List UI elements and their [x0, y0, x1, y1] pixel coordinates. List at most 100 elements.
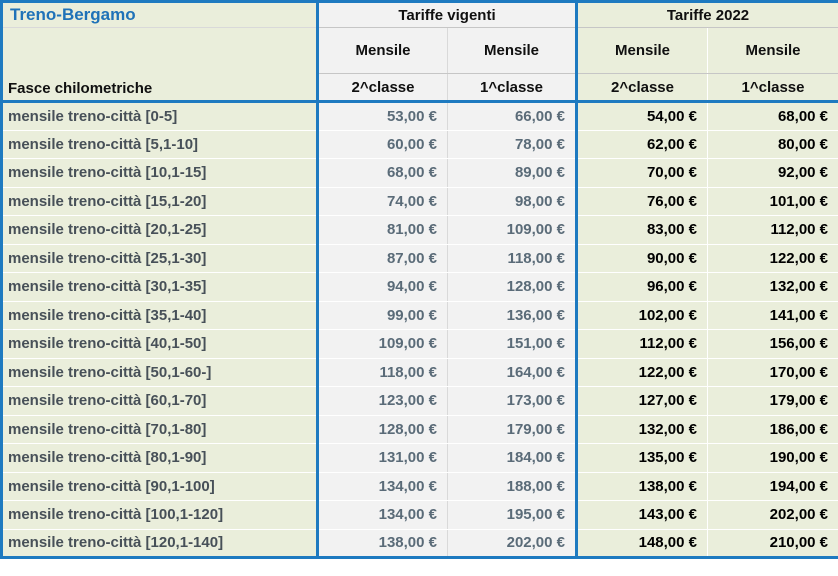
vigenti-1classe-cell[interactable]: 136,00 €	[447, 301, 577, 330]
vigenti-1classe-header[interactable]: 1^classe	[447, 73, 577, 103]
vigenti-2classe-cell[interactable]: 53,00 €	[316, 101, 448, 131]
vigenti-1classe-cell[interactable]: 109,00 €	[447, 215, 577, 245]
t2022-1classe-cell[interactable]: 156,00 €	[706, 329, 838, 359]
t2022-1classe-cell[interactable]: 141,00 €	[706, 301, 838, 330]
t2022-2classe-cell[interactable]: 122,00 €	[575, 358, 708, 387]
vigenti-2classe-cell[interactable]: 68,00 €	[316, 158, 448, 188]
vigenti-1classe-cell[interactable]: 118,00 €	[447, 244, 577, 273]
vigenti-2classe-cell[interactable]: 128,00 €	[316, 415, 448, 444]
row-label-cell[interactable]: mensile treno-città [10,1-15]	[1, 158, 318, 188]
vigenti-2classe-cell[interactable]: 134,00 €	[316, 472, 448, 501]
table-row: mensile treno-città [60,1-70] 123,00 € 1…	[1, 386, 838, 416]
vigenti-2classe-cell[interactable]: 99,00 €	[316, 301, 448, 330]
vigenti-1classe-cell[interactable]: 188,00 €	[447, 472, 577, 501]
t2022-2classe-cell[interactable]: 127,00 €	[575, 386, 708, 416]
t2022-2classe-cell[interactable]: 62,00 €	[575, 130, 708, 159]
table-row: mensile treno-città [5,1-10] 60,00 € 78,…	[1, 130, 838, 159]
t2022-1classe-cell[interactable]: 92,00 €	[706, 158, 838, 188]
t2022-1classe-cell[interactable]: 132,00 €	[706, 272, 838, 302]
vigenti-2classe-cell[interactable]: 60,00 €	[316, 130, 448, 159]
t2022-1classe-cell[interactable]: 202,00 €	[706, 500, 838, 530]
t2022-mensile-2classe-header[interactable]: Mensile	[575, 27, 708, 74]
table-row: mensile treno-città [80,1-90] 131,00 € 1…	[1, 443, 838, 473]
t2022-2classe-cell[interactable]: 83,00 €	[575, 215, 708, 245]
vigenti-1classe-cell[interactable]: 66,00 €	[447, 101, 577, 131]
t2022-2classe-cell[interactable]: 54,00 €	[575, 101, 708, 131]
vigenti-1classe-cell[interactable]: 89,00 €	[447, 158, 577, 188]
row-label-cell[interactable]: mensile treno-città [30,1-35]	[1, 272, 318, 302]
vigenti-1classe-cell[interactable]: 202,00 €	[447, 529, 577, 558]
t2022-2classe-cell[interactable]: 76,00 €	[575, 187, 708, 216]
row-label-cell[interactable]: mensile treno-città [35,1-40]	[1, 301, 318, 330]
row-label-cell[interactable]: mensile treno-città [0-5]	[1, 101, 318, 131]
row-label-cell[interactable]: mensile treno-città [15,1-20]	[1, 187, 318, 216]
t2022-1classe-cell[interactable]: 101,00 €	[706, 187, 838, 216]
vigenti-2classe-cell[interactable]: 87,00 €	[316, 244, 448, 273]
t2022-1classe-cell[interactable]: 68,00 €	[706, 101, 838, 131]
t2022-2classe-cell[interactable]: 96,00 €	[575, 272, 708, 302]
row-label-cell[interactable]: mensile treno-città [5,1-10]	[1, 130, 318, 159]
t2022-2classe-cell[interactable]: 112,00 €	[575, 329, 708, 359]
vigenti-2classe-cell[interactable]: 94,00 €	[316, 272, 448, 302]
vigenti-1classe-cell[interactable]: 184,00 €	[447, 443, 577, 473]
t2022-2classe-cell[interactable]: 70,00 €	[575, 158, 708, 188]
row-label-cell[interactable]: mensile treno-città [60,1-70]	[1, 386, 318, 416]
vigenti-mensile-1classe-header[interactable]: Mensile	[447, 27, 577, 74]
t2022-2classe-cell[interactable]: 102,00 €	[575, 301, 708, 330]
t2022-2classe-cell[interactable]: 143,00 €	[575, 500, 708, 530]
sheet-title[interactable]: Treno-Bergamo	[1, 1, 318, 28]
group-header-tariffe-2022[interactable]: Tariffe 2022	[574, 1, 838, 28]
t2022-1classe-cell[interactable]: 170,00 €	[706, 358, 838, 387]
t2022-1classe-cell[interactable]: 194,00 €	[706, 472, 838, 501]
vigenti-1classe-cell[interactable]: 173,00 €	[447, 386, 577, 416]
t2022-1classe-cell[interactable]: 186,00 €	[706, 415, 838, 444]
vigenti-1classe-cell[interactable]: 179,00 €	[447, 415, 577, 444]
t2022-1classe-cell[interactable]: 179,00 €	[706, 386, 838, 416]
vigenti-2classe-cell[interactable]: 123,00 €	[316, 386, 448, 416]
table-row: mensile treno-città [40,1-50] 109,00 € 1…	[1, 329, 838, 359]
row-label-cell[interactable]: mensile treno-città [70,1-80]	[1, 415, 318, 444]
vigenti-1classe-cell[interactable]: 98,00 €	[447, 187, 577, 216]
t2022-mensile-1classe-header[interactable]: Mensile	[706, 27, 838, 74]
t2022-2classe-cell[interactable]: 138,00 €	[575, 472, 708, 501]
vigenti-mensile-2classe-header[interactable]: Mensile	[316, 27, 448, 74]
vigenti-1classe-cell[interactable]: 195,00 €	[447, 500, 577, 530]
vigenti-2classe-cell[interactable]: 138,00 €	[316, 529, 448, 558]
t2022-1classe-cell[interactable]: 122,00 €	[706, 244, 838, 273]
vigenti-2classe-cell[interactable]: 109,00 €	[316, 329, 448, 359]
t2022-2classe-cell[interactable]: 90,00 €	[575, 244, 708, 273]
row-label-cell[interactable]: mensile treno-città [20,1-25]	[1, 215, 318, 245]
vigenti-2classe-cell[interactable]: 134,00 €	[316, 500, 448, 530]
header-row-classe: 2^classe 1^classe 2^classe 1^classe	[2, 73, 838, 103]
row-label-cell[interactable]: mensile treno-città [50,1-60-]	[1, 358, 318, 387]
row-label-cell[interactable]: mensile treno-città [100,1-120]	[1, 500, 318, 530]
t2022-2classe-cell[interactable]: 132,00 €	[575, 415, 708, 444]
table-row: mensile treno-città [100,1-120] 134,00 €…	[1, 500, 838, 530]
t2022-1classe-cell[interactable]: 190,00 €	[706, 443, 838, 473]
t2022-2classe-cell[interactable]: 148,00 €	[575, 529, 708, 558]
t2022-1classe-header[interactable]: 1^classe	[706, 73, 838, 103]
t2022-1classe-cell[interactable]: 112,00 €	[706, 215, 838, 245]
vigenti-2classe-header[interactable]: 2^classe	[316, 73, 448, 103]
vigenti-1classe-cell[interactable]: 78,00 €	[447, 130, 577, 159]
row-label-cell[interactable]: mensile treno-città [25,1-30]	[1, 244, 318, 273]
row-label-cell[interactable]: mensile treno-città [90,1-100]	[1, 472, 318, 501]
vigenti-2classe-cell[interactable]: 118,00 €	[316, 358, 448, 387]
t2022-2classe-header[interactable]: 2^classe	[575, 73, 708, 103]
vigenti-1classe-cell[interactable]: 164,00 €	[447, 358, 577, 387]
fare-rows: mensile treno-città [0-5] 53,00 € 66,00 …	[1, 101, 838, 558]
group-header-tariffe-vigenti[interactable]: Tariffe vigenti	[316, 1, 577, 28]
t2022-1classe-cell[interactable]: 210,00 €	[706, 529, 838, 558]
row-label-cell[interactable]: mensile treno-città [40,1-50]	[1, 329, 318, 359]
row-label-cell[interactable]: mensile treno-città [120,1-140]	[1, 529, 318, 558]
vigenti-2classe-cell[interactable]: 81,00 €	[316, 215, 448, 245]
vigenti-2classe-cell[interactable]: 131,00 €	[316, 443, 448, 473]
vigenti-1classe-cell[interactable]: 128,00 €	[447, 272, 577, 302]
corner-label-fasce-chilometriche[interactable]: Fasce chilometriche	[1, 27, 318, 103]
vigenti-2classe-cell[interactable]: 74,00 €	[316, 187, 448, 216]
t2022-2classe-cell[interactable]: 135,00 €	[575, 443, 708, 473]
row-label-cell[interactable]: mensile treno-città [80,1-90]	[1, 443, 318, 473]
t2022-1classe-cell[interactable]: 80,00 €	[706, 130, 838, 159]
table-row: mensile treno-città [70,1-80] 128,00 € 1…	[1, 415, 838, 444]
vigenti-1classe-cell[interactable]: 151,00 €	[447, 329, 577, 359]
